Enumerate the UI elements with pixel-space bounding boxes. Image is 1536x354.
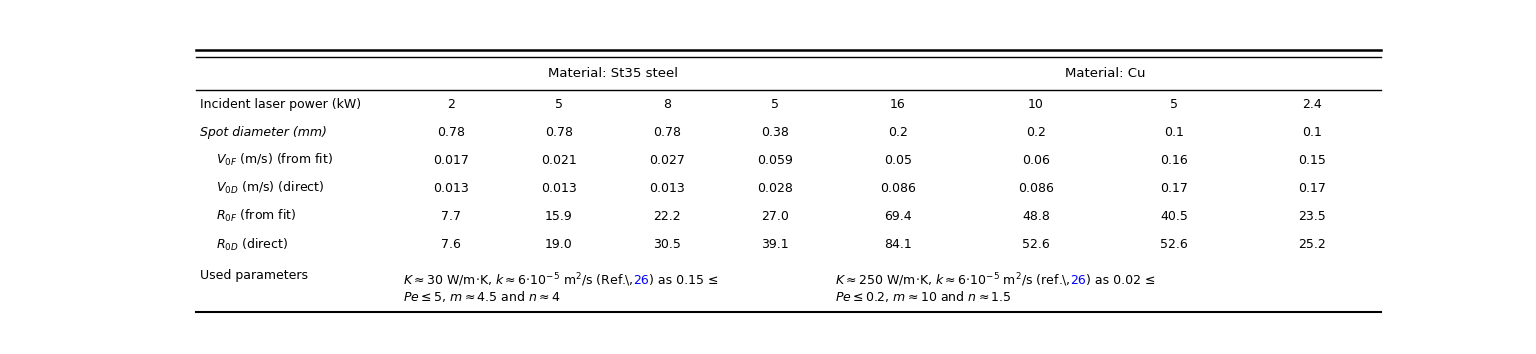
Text: 27.0: 27.0 <box>760 210 790 223</box>
Text: 0.086: 0.086 <box>880 182 915 195</box>
Text: 0.16: 0.16 <box>1160 154 1187 167</box>
Text: 22.2: 22.2 <box>653 210 680 223</box>
Text: ) as 0.15 ≤: ) as 0.15 ≤ <box>650 274 719 287</box>
Text: 7.6: 7.6 <box>441 238 461 251</box>
Text: $V_{0F}$ (m/s) (from fit): $V_{0F}$ (m/s) (from fit) <box>215 152 333 169</box>
Text: 5: 5 <box>771 98 779 111</box>
Text: 0.78: 0.78 <box>436 126 465 139</box>
Text: 0.059: 0.059 <box>757 154 793 167</box>
Text: 0.027: 0.027 <box>648 154 685 167</box>
Text: 0.013: 0.013 <box>648 182 685 195</box>
Text: 5: 5 <box>554 98 562 111</box>
Text: 69.4: 69.4 <box>885 210 912 223</box>
Text: 16: 16 <box>889 98 906 111</box>
Text: $K\approx250$ W/m$\cdot$K, $k\approx6{\cdot}10^{-5}$ m$^2$/s (ref.\,: $K\approx250$ W/m$\cdot$K, $k\approx6{\c… <box>836 272 1071 289</box>
Text: 52.6: 52.6 <box>1021 238 1051 251</box>
Text: $Pe\leq5$, $m\approx4.5$ and $n\approx4$: $Pe\leq5$, $m\approx4.5$ and $n\approx4$ <box>402 289 561 304</box>
Text: 39.1: 39.1 <box>760 238 788 251</box>
Text: 0.2: 0.2 <box>888 126 908 139</box>
Text: 5: 5 <box>1170 98 1178 111</box>
Text: 26: 26 <box>1071 274 1086 287</box>
Text: 0.028: 0.028 <box>757 182 793 195</box>
Text: $R_{0F}$ (from fit): $R_{0F}$ (from fit) <box>215 209 296 224</box>
Text: Incident laser power (kW): Incident laser power (kW) <box>200 98 361 111</box>
Text: 0.78: 0.78 <box>653 126 680 139</box>
Text: 48.8: 48.8 <box>1021 210 1051 223</box>
Text: 0.1: 0.1 <box>1164 126 1184 139</box>
Text: 40.5: 40.5 <box>1160 210 1187 223</box>
Text: Spot diameter (mm): Spot diameter (mm) <box>200 126 327 139</box>
Text: 8: 8 <box>664 98 671 111</box>
Text: 0.2: 0.2 <box>1026 126 1046 139</box>
Text: Material: Cu: Material: Cu <box>1064 67 1146 80</box>
Text: 0.021: 0.021 <box>541 154 576 167</box>
Text: 30.5: 30.5 <box>653 238 680 251</box>
Text: 0.06: 0.06 <box>1021 154 1051 167</box>
Text: 0.17: 0.17 <box>1160 182 1187 195</box>
Text: 15.9: 15.9 <box>545 210 573 223</box>
Text: 25.2: 25.2 <box>1298 238 1326 251</box>
Text: 0.38: 0.38 <box>760 126 790 139</box>
Text: 0.17: 0.17 <box>1298 182 1326 195</box>
Text: 0.013: 0.013 <box>541 182 576 195</box>
Text: 0.017: 0.017 <box>433 154 468 167</box>
Text: 19.0: 19.0 <box>545 238 573 251</box>
Text: $Pe\leq0.2$, $m\approx10$ and $n\approx1.5$: $Pe\leq0.2$, $m\approx10$ and $n\approx1… <box>836 289 1012 304</box>
Text: 0.013: 0.013 <box>433 182 468 195</box>
Text: 7.7: 7.7 <box>441 210 461 223</box>
Text: 2.4: 2.4 <box>1303 98 1322 111</box>
Text: 0.78: 0.78 <box>545 126 573 139</box>
Text: 2: 2 <box>447 98 455 111</box>
Text: 0.1: 0.1 <box>1303 126 1322 139</box>
Text: 26: 26 <box>633 274 650 287</box>
Text: 23.5: 23.5 <box>1298 210 1326 223</box>
Text: 0.15: 0.15 <box>1298 154 1326 167</box>
Text: $K\approx30$ W/m$\cdot$K, $k\approx6{\cdot}10^{-5}$ m$^2$/s (Ref.\,: $K\approx30$ W/m$\cdot$K, $k\approx6{\cd… <box>402 272 633 289</box>
Text: 52.6: 52.6 <box>1160 238 1187 251</box>
Text: $V_{0D}$ (m/s) (direct): $V_{0D}$ (m/s) (direct) <box>215 180 324 196</box>
Text: 10: 10 <box>1028 98 1044 111</box>
Text: $R_{0D}$ (direct): $R_{0D}$ (direct) <box>215 236 287 252</box>
Text: ) as 0.02 ≤: ) as 0.02 ≤ <box>1086 274 1155 287</box>
Text: 0.086: 0.086 <box>1018 182 1054 195</box>
Text: 84.1: 84.1 <box>885 238 912 251</box>
Text: Material: St35 steel: Material: St35 steel <box>548 67 677 80</box>
Text: 0.05: 0.05 <box>883 154 912 167</box>
Text: Used parameters: Used parameters <box>200 269 309 282</box>
